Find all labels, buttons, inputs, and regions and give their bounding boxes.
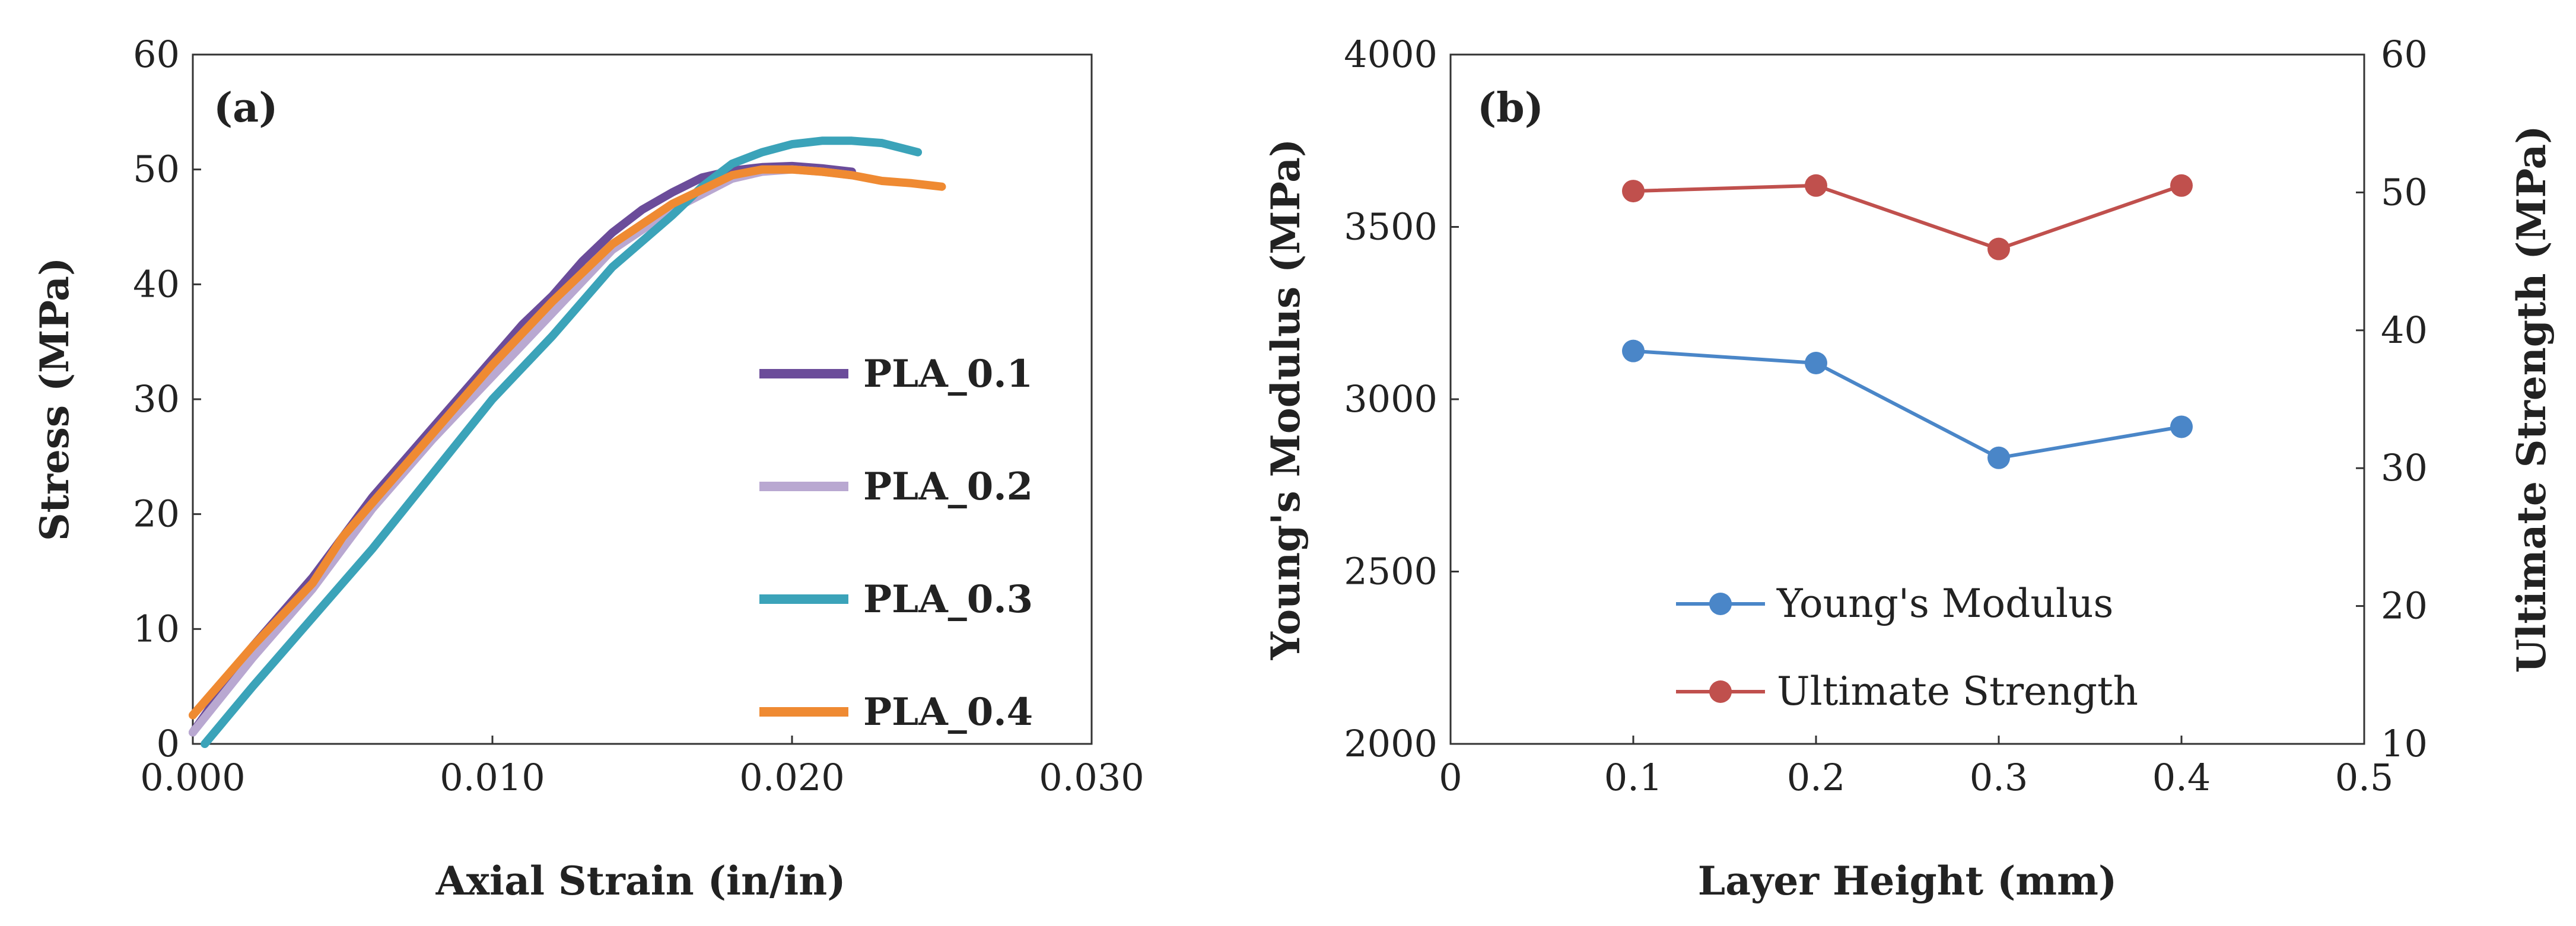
y-tick-label: 40	[133, 262, 180, 306]
x-tick-label: 0.1	[1604, 756, 1663, 799]
legend-label: PLA_0.3	[863, 577, 1033, 622]
x-tick-label: 0.020	[739, 756, 845, 799]
chart-panel-a: 0.000 0.010 0.020 0.030 0 10 20 30 40 50 60 (a) A…	[31, 33, 1144, 904]
legend-a: PLA_0.1 PLA_0.2 PLA_0.3 PLA_0.4	[759, 352, 1033, 734]
y-axis-title-right-b: Ultimate Strength (MPa)	[2508, 126, 2555, 673]
x-axis-title-b: Layer Height (mm)	[1698, 858, 2117, 904]
y-tick-label: 0	[157, 722, 180, 765]
y-axis-title-a: Stress (MPa)	[31, 257, 78, 541]
chart-panel-b: 0 0.1 0.2 0.3 0.4 0.5 2000 2500 3000 3500 4000 10…	[1262, 33, 2555, 904]
legend-label: PLA_0.4	[863, 690, 1033, 734]
legend-marker	[1709, 680, 1732, 703]
data-point-young-s-modulus	[1622, 339, 1645, 362]
x-axis-ticks-a: 0.000 0.010 0.020 0.030	[140, 736, 1144, 799]
legend-label: Young's Modulus	[1776, 581, 2113, 626]
x-tick-label: 0.010	[440, 756, 545, 799]
data-point-young-s-modulus	[1805, 351, 1827, 374]
y-tick-label-right: 10	[2381, 722, 2428, 765]
y-tick-label-right: 30	[2381, 446, 2428, 489]
y-tick-label: 60	[133, 33, 180, 76]
legend-label: PLA_0.2	[863, 464, 1033, 509]
data-point-ultimate-strength	[1622, 180, 1645, 203]
legend-marker	[1709, 593, 1732, 615]
y-tick-label-right: 20	[2381, 584, 2428, 628]
legend-label: Ultimate Strength	[1777, 669, 2138, 714]
data-point-ultimate-strength	[2170, 174, 2193, 197]
series-line-pla-0-4	[189, 165, 946, 720]
y-tick-label: 3500	[1344, 205, 1438, 249]
y-axis-ticks-a: 0 10 20 30 40 50 60	[133, 33, 201, 765]
x-axis-ticks-b: 0 0.1 0.2 0.3 0.4 0.5	[1439, 736, 2393, 799]
series-group-a	[189, 136, 946, 748]
legend-label: PLA_0.1	[863, 352, 1033, 396]
y-tick-label: 20	[133, 492, 180, 536]
x-tick-label: 0.000	[140, 756, 246, 799]
y-tick-label: 3000	[1344, 377, 1438, 421]
x-axis-title-a: Axial Strain (in/in)	[435, 858, 846, 904]
y-tick-label: 30	[133, 377, 180, 421]
data-point-ultimate-strength	[1987, 237, 2010, 260]
series-group-b	[1622, 174, 2193, 469]
data-point-young-s-modulus	[1987, 446, 2010, 469]
y-tick-label: 4000	[1344, 33, 1438, 76]
x-tick-label: 0.4	[2152, 756, 2211, 799]
x-tick-label: 0.5	[2335, 756, 2394, 799]
y-axis-ticks-left-b: 2000 2500 3000 3500 4000	[1344, 33, 1459, 765]
plot-frame-b	[1449, 53, 2365, 745]
plot-frame-a	[192, 53, 1093, 745]
y-tick-label: 2500	[1344, 550, 1438, 593]
legend-b: Young's Modulus Ultimate Strength	[1676, 581, 2138, 714]
y-tick-label-right: 40	[2381, 308, 2428, 352]
y-tick-label-right: 50	[2381, 170, 2428, 214]
data-point-young-s-modulus	[2170, 415, 2193, 438]
series-line-pla-0-3	[201, 136, 923, 748]
data-point-ultimate-strength	[1805, 174, 1827, 197]
x-tick-label: 0.3	[1970, 756, 2028, 799]
x-tick-label: 0.030	[1039, 756, 1144, 799]
panel-label-b: (b)	[1477, 84, 1544, 132]
y-tick-label: 10	[133, 607, 180, 650]
series-line-young-s-modulus	[1633, 349, 2182, 460]
panel-label-a: (a)	[214, 84, 278, 132]
x-tick-label: 0	[1439, 756, 1462, 799]
y-tick-label: 50	[133, 148, 180, 191]
y-tick-label: 2000	[1344, 722, 1438, 765]
y-tick-label-right: 60	[2381, 33, 2428, 76]
series-line-ultimate-strength	[1633, 183, 2182, 251]
x-tick-label: 0.2	[1787, 756, 1846, 799]
y-axis-ticks-right-b: 10 20 30 40 50 60	[2356, 33, 2428, 765]
y-axis-title-left-b: Young's Modulus (MPa)	[1262, 139, 1309, 660]
